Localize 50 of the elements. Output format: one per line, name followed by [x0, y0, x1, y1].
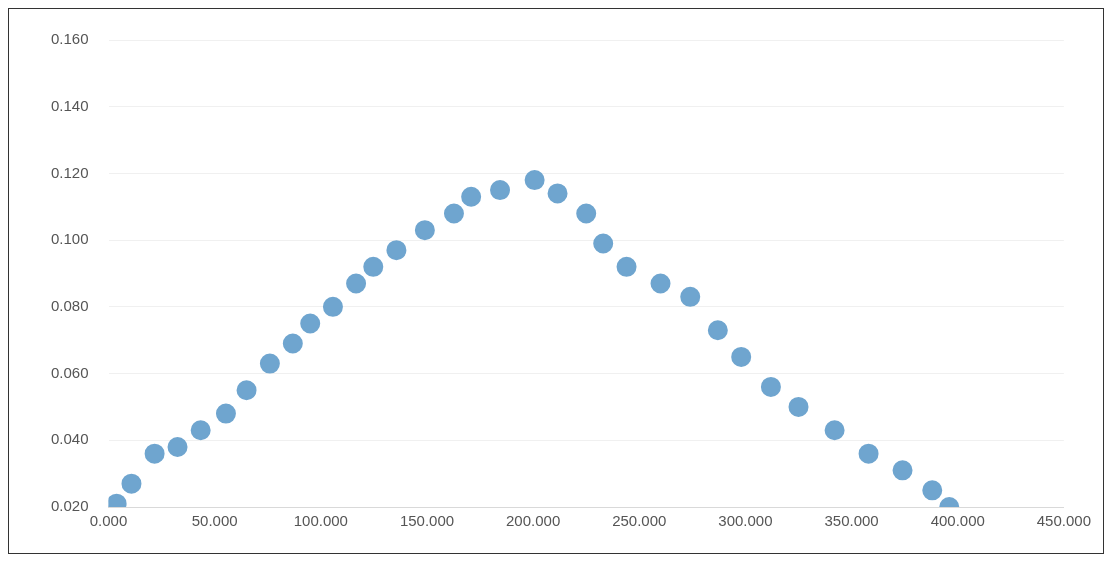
point	[363, 256, 384, 277]
point	[922, 480, 943, 501]
point	[824, 420, 845, 441]
point	[576, 203, 597, 224]
point	[788, 396, 809, 417]
point	[215, 403, 236, 424]
point	[121, 473, 142, 494]
y-tick-label: 0.040	[50, 430, 89, 448]
point	[760, 376, 781, 397]
x-tick-label: 0.000	[89, 512, 128, 530]
point	[414, 220, 435, 241]
x-tick-label: 450.000	[1036, 512, 1092, 530]
x-tick-label: 300.000	[718, 512, 773, 530]
point	[593, 233, 614, 254]
point	[731, 346, 752, 367]
point	[236, 380, 257, 401]
y-tick-label: 0.100	[50, 230, 89, 248]
point	[167, 436, 188, 457]
point	[346, 273, 367, 294]
x-tick-label: 350.000	[824, 512, 879, 530]
y-tick-label: 0.060	[50, 363, 89, 381]
point	[461, 186, 482, 207]
point	[386, 240, 407, 261]
point	[443, 203, 464, 224]
point	[322, 296, 343, 317]
x-tick-label: 250.000	[612, 512, 667, 530]
point	[300, 313, 321, 334]
point	[282, 333, 303, 354]
x-tick-label: 100.000	[293, 512, 348, 530]
x-tick-label: 50.000	[191, 512, 238, 530]
point	[524, 170, 545, 191]
x-tick-label: 150.000	[399, 512, 455, 530]
x-tick-label: 200.000	[506, 512, 561, 530]
point	[490, 180, 511, 201]
point	[858, 443, 879, 464]
y-tick-label: 0.020	[50, 497, 89, 515]
y-tick-label: 0.120	[50, 163, 89, 181]
point	[707, 320, 728, 341]
x-tick-label: 400.000	[930, 512, 985, 530]
y-tick-label: 0.140	[50, 96, 89, 114]
point	[144, 443, 165, 464]
point	[547, 183, 568, 204]
point	[892, 460, 913, 481]
point	[680, 286, 701, 307]
point	[190, 420, 211, 441]
point	[259, 353, 280, 374]
y-tick-label: 0.160	[50, 30, 89, 48]
point	[650, 273, 671, 294]
point	[616, 256, 637, 277]
y-tick-label: 0.080	[50, 297, 89, 314]
